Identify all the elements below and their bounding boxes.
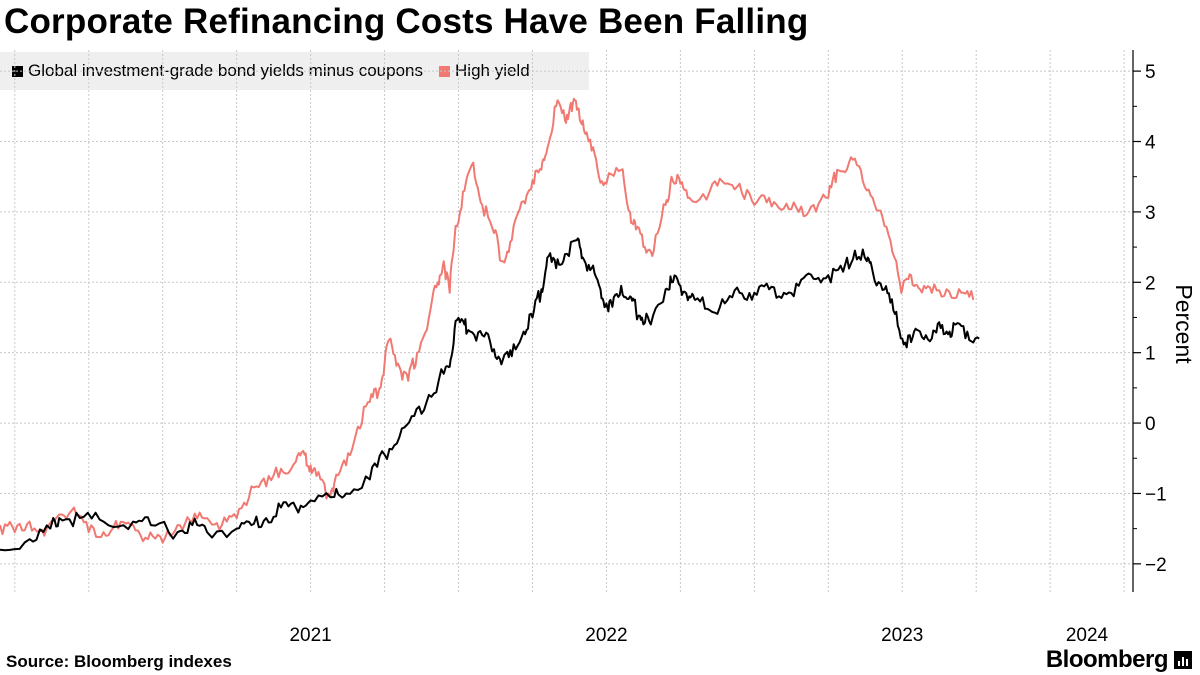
x-axis: 2021 2022 2023 2024 bbox=[289, 625, 1108, 646]
x-tick-label: 2023 bbox=[881, 625, 923, 646]
x-tick-label: 2021 bbox=[289, 625, 331, 646]
y-axis: 5 4 3 2 1 0 −1 −2 bbox=[1132, 50, 1167, 592]
series-lines bbox=[0, 97, 980, 552]
y-tick-label: 1 bbox=[1145, 344, 1156, 365]
brand-chart-icon bbox=[1174, 651, 1192, 669]
y-tick-label: 4 bbox=[1145, 133, 1156, 154]
legend-label-high-yield: High yield bbox=[455, 61, 530, 80]
source-note: Source: Bloomberg indexes bbox=[6, 652, 232, 671]
y-tick-label: 3 bbox=[1145, 203, 1156, 224]
legend: Global investment-grade bond yields minu… bbox=[0, 52, 589, 90]
y-tick-label: 2 bbox=[1145, 273, 1156, 294]
y-tick-label: 5 bbox=[1145, 62, 1156, 83]
y-axis-label: Percent bbox=[1171, 284, 1197, 364]
x-tick-label: 2024 bbox=[1066, 625, 1109, 646]
y-tick-label: −1 bbox=[1145, 484, 1167, 505]
y-tick-label: 0 bbox=[1145, 414, 1156, 435]
legend-label-investment-grade: Global investment-grade bond yields minu… bbox=[28, 61, 424, 80]
grid-lines bbox=[0, 50, 1133, 592]
x-tick-label: 2022 bbox=[585, 625, 627, 646]
series-line-investment-grade bbox=[0, 237, 980, 552]
y-tick-label: −2 bbox=[1145, 555, 1167, 576]
brand-logo: Bloomberg bbox=[1046, 646, 1192, 674]
series-line-high-yield bbox=[0, 97, 975, 544]
chart-title: Corporate Refinancing Costs Have Been Fa… bbox=[4, 2, 809, 41]
brand-name: Bloomberg bbox=[1045, 646, 1169, 673]
